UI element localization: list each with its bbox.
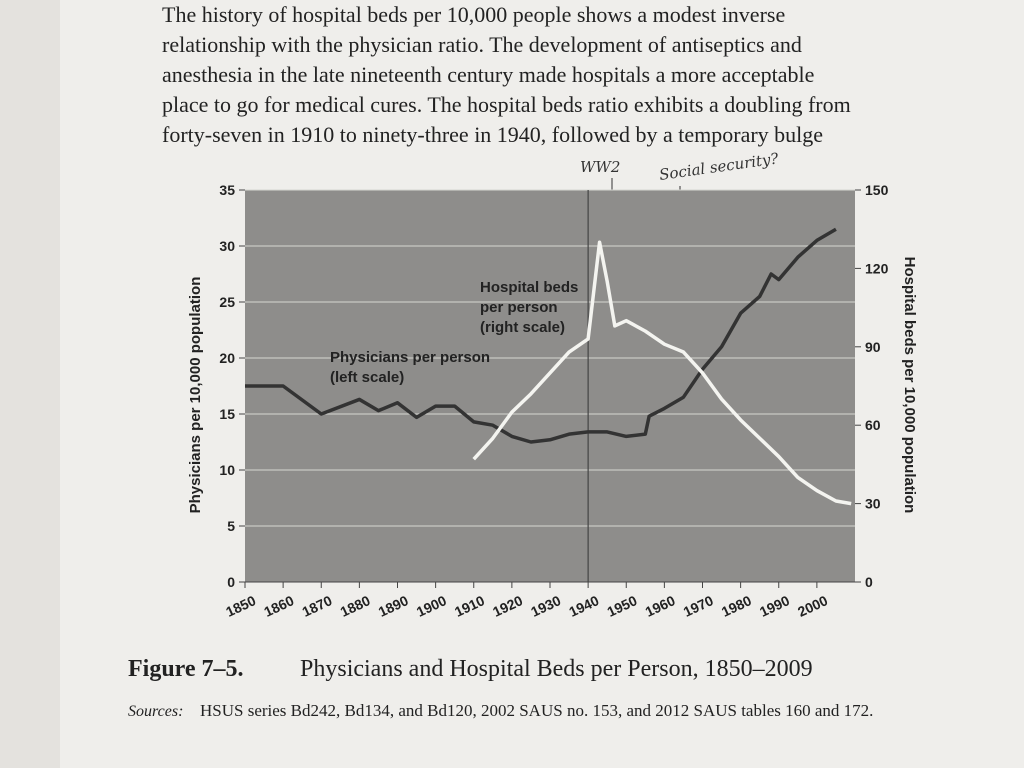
text-line: relationship with the physician ratio. T… (162, 32, 802, 57)
y-tick-label: 10 (219, 462, 235, 478)
y-tick-label: 15 (219, 406, 235, 422)
text-line: anesthesia in the late nineteenth centur… (162, 62, 814, 87)
series-line (472, 240, 852, 506)
series-label: per person (480, 299, 558, 316)
text-line: place to go for medical cures. The hospi… (162, 92, 851, 117)
series-label: Hospital beds (480, 279, 578, 296)
figure-label: Figure 7–5. (128, 656, 244, 682)
y-tick-label: 35 (219, 182, 235, 198)
y2-tick-label: 120 (865, 260, 889, 276)
y2-tick-label: 30 (865, 496, 881, 512)
series-label: Physicians per person (330, 349, 490, 366)
y-tick-label: 20 (219, 350, 235, 366)
plot-area (245, 190, 855, 582)
y-tick-label: 25 (219, 294, 235, 310)
sources: HSUS series Bd242, Bd134, and Bd120, 200… (200, 701, 873, 720)
y-tick-label: 5 (227, 518, 235, 534)
sources-label: Sources: (128, 703, 183, 720)
y-tick-label: 0 (227, 574, 235, 590)
y2-tick-label: 60 (865, 417, 881, 433)
y-tick-label: 30 (219, 238, 235, 254)
text-line: forty-seven in 1910 to ninety-three in 1… (162, 122, 823, 147)
series-line (245, 227, 837, 444)
text-line: The history of hospital beds per 10,000 … (162, 2, 785, 27)
series-label: (right scale) (480, 319, 565, 336)
series-label: (left scale) (330, 369, 404, 386)
figure-title: Physicians and Hospital Beds per Person,… (300, 656, 813, 682)
body-text: The history of hospital beds per 10,000 … (162, 2, 851, 147)
y2-tick-label: 150 (865, 182, 889, 198)
y2-tick-label: 90 (865, 339, 881, 355)
y2-axis-label: Hospital beds per 10,000 population (901, 257, 918, 514)
handwritten-note: WW2 (580, 158, 620, 176)
y2-tick-label: 0 (865, 574, 873, 590)
y-axis-label: Physicians per 10,000 population (187, 277, 204, 514)
